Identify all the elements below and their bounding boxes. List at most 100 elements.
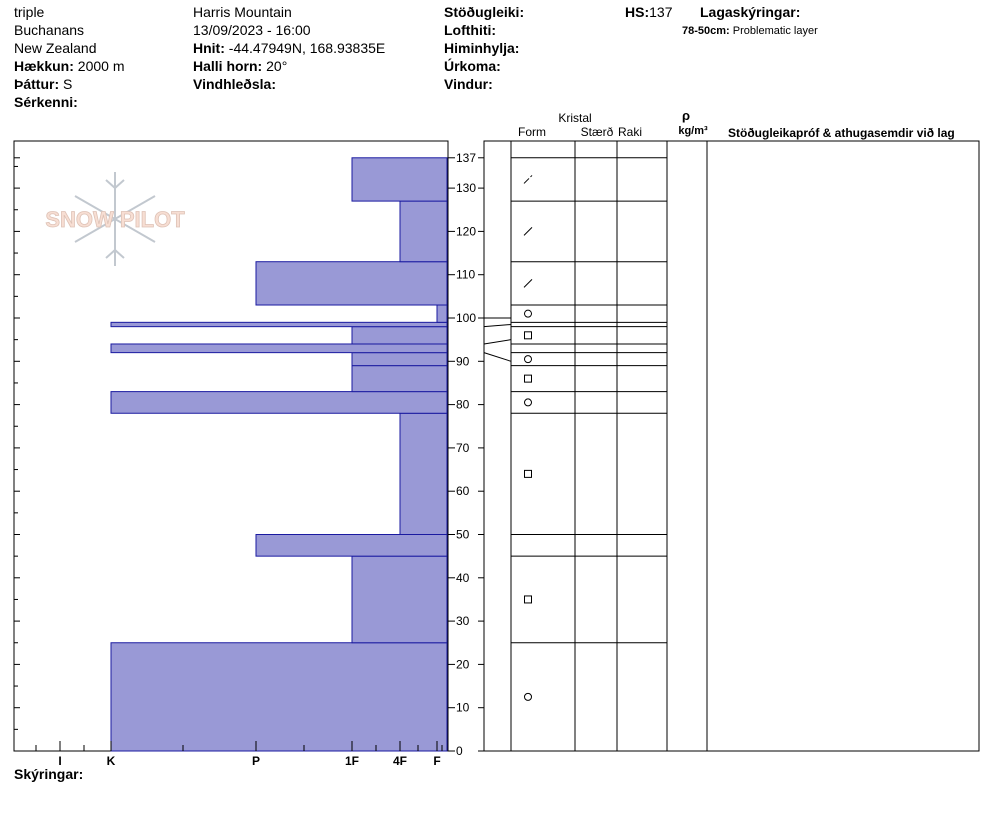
precip-particle-icon (523, 227, 533, 236)
faceted-crystal-icon (524, 331, 532, 340)
hardness-label: 1F (345, 754, 359, 768)
layer-note-text: Problematic layer (732, 25, 818, 37)
country: New Zealand (14, 40, 97, 56)
stability-label: Stöðugleiki: (444, 4, 525, 20)
aspect-label: Þáttur: (14, 76, 60, 92)
coords-value: -44.47949N, 168.93835E (228, 40, 386, 56)
air-temp-label: Lofthiti: (444, 22, 497, 38)
hardness-bar-2 (255, 534, 448, 557)
wind-label: Vindur: (444, 76, 493, 92)
rounded-grain-icon (524, 692, 532, 701)
slope-value: 20° (266, 58, 288, 74)
rounded-grain-icon (524, 309, 532, 318)
hardness-bar-11 (255, 261, 448, 306)
range-name: Buchanans (14, 22, 85, 38)
snow-height: HS:137 (625, 3, 672, 21)
height-label: 70 (456, 441, 470, 455)
height-label: 137 (456, 151, 476, 165)
location: Harris Mountain (193, 4, 292, 20)
coordinates: Hnit: -44.47949N, 168.93835E (193, 39, 385, 57)
faceted-crystal-icon (524, 595, 532, 604)
height-label: 20 (456, 657, 470, 671)
height-label: 0 (456, 744, 463, 758)
sky-label: Himinhylja: (444, 40, 520, 56)
hardness-bar-0 (110, 642, 448, 752)
density-symbol: ρ (682, 108, 690, 123)
elevation-value: 2000 m (77, 58, 125, 74)
decomposing-fragment-dot (530, 175, 533, 178)
height-label: 110 (456, 268, 475, 282)
height-label: 130 (456, 181, 476, 195)
hardness-bar-8 (351, 326, 448, 345)
slope-label: Halli horn: (193, 58, 263, 74)
wind-load: Vindhleðsla: (193, 75, 276, 93)
crystal-header: Kristal (558, 111, 591, 125)
logo-text: SNOW PILOT (45, 207, 185, 232)
slope-angle: Halli horn: 20° (193, 57, 287, 75)
hardness-label: 4F (393, 754, 407, 768)
features-label: Sérkenni: (14, 94, 78, 110)
datetime: 13/09/2023 - 16:00 (193, 22, 311, 38)
hardness-bar-3 (399, 412, 448, 536)
hardness-label: K (107, 754, 116, 768)
hardness-bar-12 (399, 200, 448, 263)
hs-value: 137 (649, 4, 673, 20)
density-unit: kg/m³ (678, 125, 708, 137)
site-name: triple (14, 4, 45, 20)
elevation-label: Hækkun: (14, 58, 74, 74)
hardness-bar-6 (351, 352, 448, 367)
hardness-bar-1 (351, 555, 448, 644)
aspect-value: S (63, 76, 73, 92)
hardness-bar-4 (110, 391, 448, 414)
precip-particle-icon (523, 279, 533, 288)
decomposing-fragment-icon (523, 178, 530, 184)
height-label: 90 (456, 354, 470, 368)
elevation: Hækkun: 2000 m (14, 57, 125, 75)
air-temp: Lofthiti: (444, 21, 496, 39)
connector-line (483, 339, 512, 345)
height-label: 80 (456, 398, 470, 412)
height-label: 10 (456, 701, 470, 715)
rounded-grain-icon (524, 398, 532, 407)
height-label: 120 (456, 224, 476, 238)
faceted-crystal-icon (524, 374, 532, 383)
wind-load-label: Vindhleðsla: (193, 76, 276, 92)
moisture-header: Raki (618, 125, 642, 139)
height-label: 40 (456, 571, 470, 585)
hardness-bar-13 (351, 157, 448, 202)
height-label: 30 (456, 614, 470, 628)
snowpilot-logo: SNOW PILOT (45, 172, 186, 266)
features: Sérkenni: (14, 93, 78, 111)
notes-label: Skýringar: (14, 766, 84, 782)
coords-label: Hnit: (193, 40, 225, 56)
form-header: Form (518, 125, 546, 139)
hardness-bar-7 (110, 343, 448, 354)
layer-table (483, 140, 980, 752)
precip-label: Úrkoma: (444, 58, 501, 74)
rounded-grain-icon (524, 355, 532, 364)
sky-cover: Himinhylja: (444, 39, 519, 57)
height-label: 50 (456, 528, 470, 542)
hs-label: HS: (625, 4, 650, 20)
wind: Vindur: (444, 75, 493, 93)
comments-header: Stöðugleikapróf & athugasemdir við lag (728, 126, 955, 140)
legend-title: Lagaskýringar: (700, 4, 801, 20)
hardness-label: F (433, 754, 440, 768)
layer-note: 78-50cm: Problematic layer (682, 22, 818, 40)
hardness-label: I (58, 754, 61, 768)
hardness-bar-10 (436, 304, 448, 323)
hardness-bar-5 (351, 365, 448, 393)
precipitation: Úrkoma: (444, 57, 501, 75)
height-label: 60 (456, 484, 470, 498)
stability: Stöðugleiki: (444, 3, 524, 21)
hardness-bar-9 (110, 321, 448, 328)
layer-note-range: 78-50cm: (682, 25, 730, 37)
size-header: Stærð (581, 125, 614, 139)
snowflake-icon (74, 172, 156, 266)
aspect: Þáttur: S (14, 75, 72, 93)
faceted-crystal-icon (524, 469, 532, 478)
connector-line (483, 352, 512, 362)
hardness-label: P (252, 754, 260, 768)
height-label: 100 (456, 311, 476, 325)
